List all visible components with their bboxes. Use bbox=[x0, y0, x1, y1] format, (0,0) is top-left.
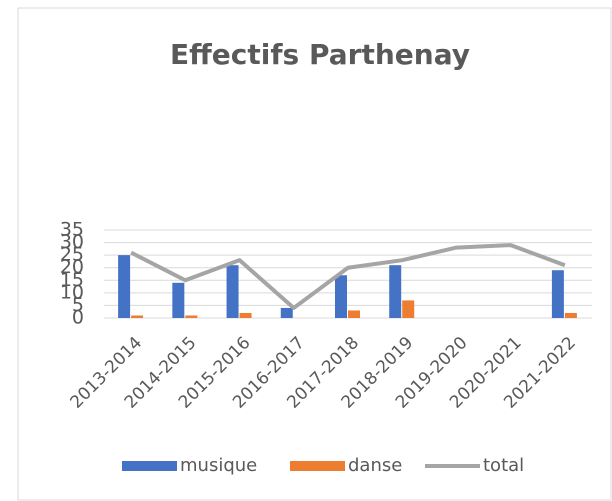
y-tick-label: 10 bbox=[60, 281, 84, 303]
bar bbox=[185, 315, 198, 318]
bar bbox=[131, 315, 144, 318]
legend-label: danse bbox=[348, 455, 402, 476]
bar bbox=[564, 312, 577, 318]
chart-title: Effectifs Parthenay bbox=[170, 38, 470, 71]
y-tick-label: 0 bbox=[72, 307, 84, 329]
y-tick-label: 30 bbox=[60, 231, 84, 253]
bar bbox=[348, 310, 360, 318]
y-tick-label: 25 bbox=[60, 244, 84, 266]
line bbox=[130, 243, 566, 310]
y-tick-label: 20 bbox=[60, 256, 84, 278]
bar bbox=[118, 255, 131, 318]
y-tick-label: 5 bbox=[72, 294, 84, 316]
legend-label: total bbox=[483, 455, 524, 476]
y-tick-label: 15 bbox=[60, 269, 84, 291]
bar bbox=[280, 307, 293, 318]
bar bbox=[335, 275, 347, 318]
bar bbox=[402, 300, 415, 318]
bar bbox=[239, 312, 252, 318]
bar bbox=[226, 265, 239, 318]
chart-frame bbox=[17, 7, 612, 501]
legend-swatch bbox=[122, 461, 177, 471]
bar bbox=[551, 270, 564, 318]
y-tick-label: 35 bbox=[60, 219, 84, 241]
bar bbox=[172, 282, 185, 318]
legend-label: musique bbox=[180, 455, 257, 476]
bar bbox=[389, 265, 402, 318]
legend-swatch bbox=[290, 461, 345, 471]
